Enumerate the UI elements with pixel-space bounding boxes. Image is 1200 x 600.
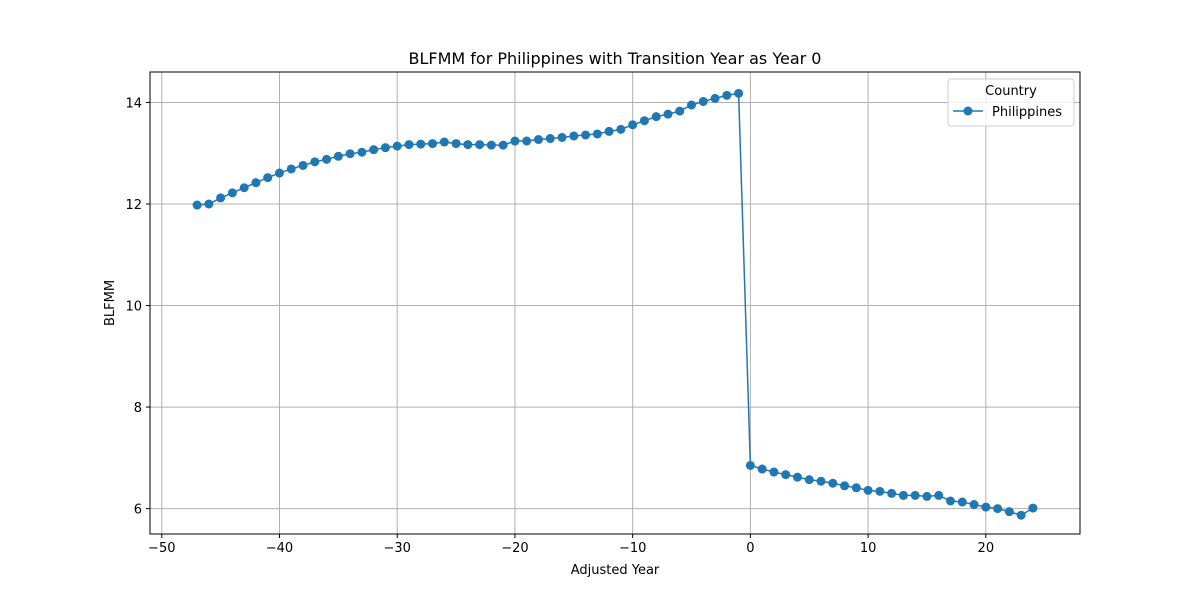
y-axis-title: BLFMM bbox=[103, 280, 118, 326]
data-point bbox=[263, 173, 273, 183]
data-point bbox=[380, 143, 390, 153]
data-point bbox=[404, 140, 414, 150]
data-point bbox=[957, 497, 967, 507]
x-tick-label: −10 bbox=[619, 541, 646, 556]
x-tick-label: 20 bbox=[978, 541, 995, 556]
data-point bbox=[345, 149, 355, 159]
data-point bbox=[851, 483, 861, 493]
data-point bbox=[286, 164, 296, 174]
data-point bbox=[792, 472, 802, 482]
y-tick-label: 10 bbox=[125, 300, 142, 315]
data-point bbox=[227, 188, 237, 198]
data-point bbox=[981, 502, 991, 512]
data-point bbox=[533, 135, 543, 145]
x-tick-label: 10 bbox=[860, 541, 877, 556]
legend: Country Philippines bbox=[947, 78, 1075, 127]
data-point bbox=[333, 151, 343, 161]
data-point bbox=[769, 467, 779, 477]
data-point bbox=[745, 460, 755, 470]
data-point bbox=[604, 126, 614, 136]
data-point bbox=[875, 486, 885, 496]
data-point bbox=[934, 490, 944, 500]
data-point bbox=[734, 88, 744, 98]
data-point bbox=[522, 136, 532, 146]
data-point bbox=[663, 109, 673, 119]
data-point bbox=[298, 160, 308, 170]
data-point bbox=[828, 478, 838, 488]
x-tick-label: −50 bbox=[148, 541, 175, 556]
axis-ticks: −50 −40 −30 −20 −10 0 10 20 6 8 10 12 14 bbox=[125, 96, 994, 556]
plot-frame bbox=[149, 71, 1081, 535]
data-point bbox=[451, 139, 461, 149]
data-point bbox=[557, 132, 567, 142]
y-tick-label: 14 bbox=[125, 96, 142, 111]
data-point bbox=[392, 141, 402, 151]
data-point bbox=[675, 106, 685, 116]
data-point bbox=[757, 464, 767, 474]
data-point bbox=[698, 96, 708, 106]
y-tick-label: 6 bbox=[134, 503, 142, 518]
legend-title: Country bbox=[985, 84, 1037, 99]
legend-box bbox=[947, 78, 1075, 127]
data-point bbox=[510, 136, 520, 146]
data-point bbox=[1028, 503, 1038, 513]
legend-label-philippines: Philippines bbox=[992, 105, 1062, 120]
data-point bbox=[969, 500, 979, 510]
data-point bbox=[993, 504, 1003, 514]
data-point bbox=[322, 154, 332, 164]
data-point bbox=[863, 485, 873, 495]
data-point bbox=[463, 140, 473, 150]
data-point bbox=[239, 183, 249, 193]
data-point bbox=[192, 200, 202, 210]
data-point bbox=[1004, 507, 1014, 517]
data-point bbox=[581, 130, 591, 140]
data-point bbox=[922, 491, 932, 501]
data-point bbox=[722, 90, 732, 100]
chart-title: BLFMM for Philippines with Transition Ye… bbox=[409, 49, 822, 68]
y-tick-label: 8 bbox=[134, 401, 142, 416]
data-point bbox=[639, 116, 649, 126]
data-point bbox=[710, 93, 720, 103]
data-point bbox=[816, 476, 826, 486]
data-point bbox=[781, 470, 791, 480]
data-point bbox=[251, 178, 261, 188]
x-tick-label: −40 bbox=[266, 541, 293, 556]
legend-point-marker bbox=[963, 106, 973, 116]
data-point bbox=[475, 140, 485, 150]
data-point bbox=[428, 139, 438, 149]
data-point bbox=[687, 100, 697, 110]
data-point bbox=[946, 496, 956, 506]
x-tick-label: −30 bbox=[383, 541, 410, 556]
data-point bbox=[592, 129, 602, 139]
data-point bbox=[616, 124, 626, 134]
x-tick-label: −20 bbox=[501, 541, 528, 556]
data-point bbox=[887, 488, 897, 498]
data-point bbox=[898, 490, 908, 500]
y-tick-label: 12 bbox=[125, 198, 142, 213]
data-point bbox=[651, 112, 661, 122]
data-point bbox=[498, 140, 508, 150]
data-point bbox=[486, 140, 496, 150]
data-point bbox=[910, 490, 920, 500]
data-point bbox=[274, 168, 284, 178]
data-point bbox=[310, 157, 320, 167]
data-point bbox=[439, 137, 449, 147]
data-point bbox=[357, 147, 367, 157]
data-point bbox=[204, 199, 214, 209]
x-axis-title: Adjusted Year bbox=[571, 563, 660, 578]
data-point bbox=[628, 120, 638, 130]
data-point bbox=[1016, 510, 1026, 520]
data-point bbox=[804, 475, 814, 485]
data-point bbox=[416, 139, 426, 149]
data-point bbox=[216, 193, 226, 203]
data-point bbox=[369, 145, 379, 155]
data-point bbox=[840, 481, 850, 491]
data-point bbox=[569, 131, 579, 141]
x-tick-label: 0 bbox=[746, 541, 754, 556]
data-point bbox=[545, 134, 555, 144]
data-series bbox=[192, 88, 1038, 520]
